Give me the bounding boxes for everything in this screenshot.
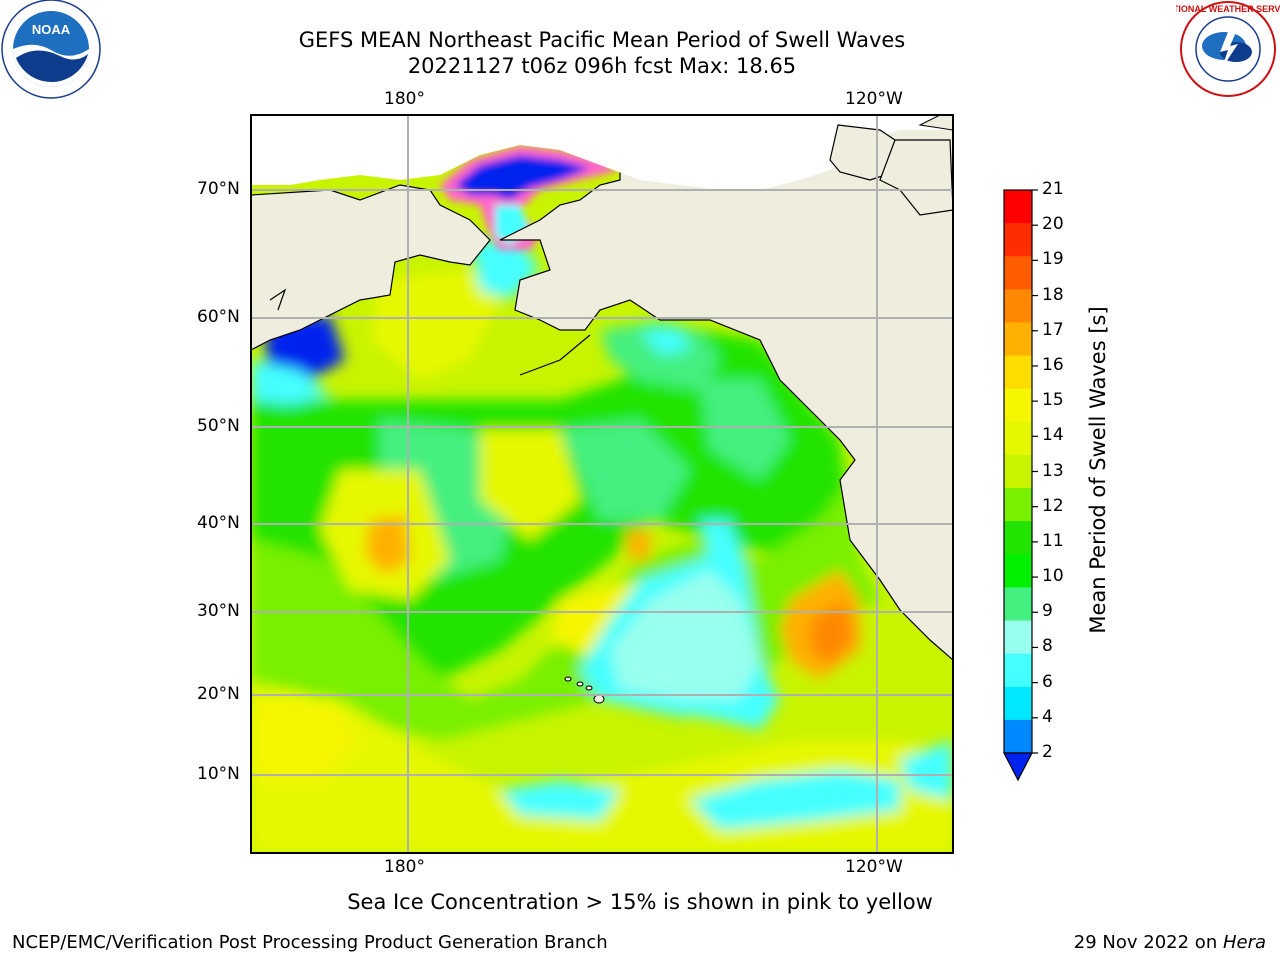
colorbar-swatch-6 (1004, 388, 1032, 423)
lat-label-50n: 50°N (197, 416, 240, 436)
lon-label-bottom-120w: 120°W (845, 857, 903, 877)
colorbar-swatch-4 (1004, 322, 1032, 357)
colorbar-tick-label-18: 18 (1042, 284, 1064, 305)
lat-label-30n: 30°N (197, 601, 240, 621)
colorbar-tick-label-9: 9 (1042, 601, 1053, 622)
sea-ice-caption: Sea Ice Concentration > 15% is shown in … (347, 890, 933, 914)
noaa-logo: NOAA (1, 0, 101, 99)
colorbar-swatch-3 (1004, 289, 1032, 323)
colorbar-swatch-5 (1004, 355, 1032, 390)
lat-label-20n: 20°N (197, 684, 240, 704)
colorbar-swatch-0 (1004, 190, 1032, 224)
colorbar-tick-label-2: 2 (1042, 742, 1053, 762)
colorbar-tick-label-16: 16 (1042, 354, 1064, 375)
colorbar-tick-label-6: 6 (1042, 671, 1053, 692)
footer-branch: NCEP/EMC/Verification Post Processing Pr… (12, 932, 608, 953)
colorbar-label: Mean Period of Swell Waves [s] (1086, 306, 1110, 634)
map-frame (250, 114, 954, 854)
colorbar-under-arrow (1003, 752, 1033, 782)
lon-label-top-120w: 120°W (845, 89, 903, 109)
colorbar-tick-label-20: 20 (1042, 214, 1064, 235)
lon-label-top-180: 180° (384, 89, 425, 109)
title-line-1: GEFS MEAN Northeast Pacific Mean Period … (298, 28, 906, 52)
colorbar-swatch-14 (1004, 653, 1032, 688)
colorbar-tick-label-15: 15 (1042, 390, 1064, 411)
lon-label-bottom-180: 180° (384, 857, 425, 877)
colorbar-swatch-13 (1004, 620, 1032, 655)
colorbar-swatch-10 (1004, 521, 1032, 555)
noaa-logo-text: NOAA (32, 22, 71, 37)
colorbar-tick-label-10: 10 (1042, 566, 1064, 587)
colorbar-tick-label-13: 13 (1042, 460, 1064, 481)
colorbar-swatch-2 (1004, 256, 1032, 290)
colorbar-tick-label-11: 11 (1042, 530, 1064, 551)
lat-label-70n: 70°N (197, 179, 240, 199)
nws-logo-text: NATIONAL WEATHER SERVICE (1176, 4, 1280, 14)
nws-logo: NATIONAL WEATHER SERVICE (1176, 1, 1280, 97)
colorbar-tick-label-17: 17 (1042, 319, 1064, 340)
colorbar-swatch-1 (1004, 223, 1032, 257)
footer-date: 29 Nov 2022 on Hera (1074, 932, 1266, 953)
title-line-2: 20221127 t06z 096h fcst Max: 18.65 (407, 54, 797, 78)
colorbar-tick-label-21: 21 (1042, 179, 1064, 199)
colorbar-tick-label-19: 19 (1042, 249, 1064, 270)
footer-date-text: 29 Nov 2022 on (1073, 932, 1223, 953)
lat-label-40n: 40°N (197, 513, 240, 533)
colorbar-swatch-11 (1004, 554, 1032, 588)
colorbar-tick-label-4: 4 (1042, 706, 1053, 727)
lat-label-10n: 10°N (197, 764, 240, 784)
colorbar-tick-label-12: 12 (1042, 495, 1064, 516)
colorbar-swatch-15 (1004, 686, 1032, 721)
colorbar-swatch-9 (1004, 488, 1032, 522)
colorbar-swatch-16 (1004, 719, 1032, 754)
colorbar-swatch-8 (1004, 454, 1032, 489)
colorbar-swatch-7 (1004, 421, 1032, 456)
footer-machine: Hera (1222, 932, 1266, 953)
map-area (251, 115, 953, 853)
colorbar-swatch-12 (1004, 587, 1032, 622)
colorbar-tick-label-8: 8 (1042, 636, 1053, 657)
lat-label-60n: 60°N (197, 307, 240, 327)
colorbar-tick-label-14: 14 (1042, 425, 1064, 446)
